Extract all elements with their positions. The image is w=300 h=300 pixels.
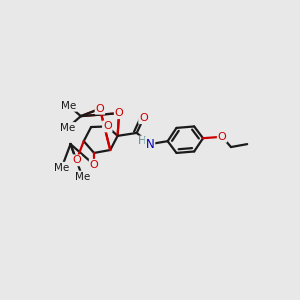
Text: O: O <box>90 160 98 170</box>
Text: H: H <box>138 136 146 146</box>
Text: O: O <box>96 104 104 114</box>
Text: O: O <box>139 113 148 123</box>
Text: Me: Me <box>54 163 69 173</box>
Text: O: O <box>72 155 81 165</box>
Text: Me: Me <box>61 101 77 111</box>
Text: O: O <box>103 122 112 131</box>
Text: O: O <box>218 132 226 142</box>
Text: O: O <box>115 108 124 118</box>
Text: N: N <box>146 138 154 151</box>
Text: Me: Me <box>60 123 75 133</box>
Text: Me: Me <box>75 172 90 182</box>
